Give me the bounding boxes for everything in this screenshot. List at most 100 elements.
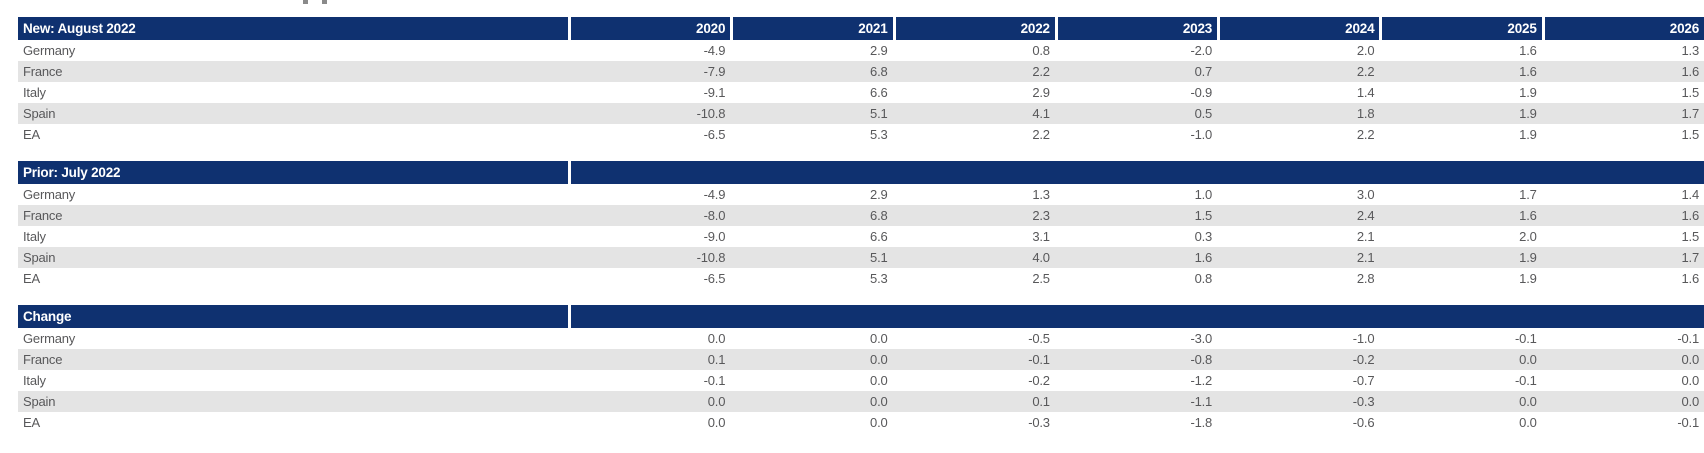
value-cell: 0.0 (567, 328, 731, 349)
value-cell: 0.0 (730, 328, 893, 349)
value-cell: 5.1 (730, 247, 893, 268)
value-cell: 1.7 (1541, 103, 1704, 124)
value-cell: -8.0 (567, 205, 731, 226)
spacer-cell (18, 145, 1704, 161)
value-cell: 4.0 (892, 247, 1055, 268)
country-label: Germany (18, 184, 568, 205)
country-label: Spain (18, 103, 568, 124)
country-label: Spain (18, 247, 568, 268)
country-label: Germany (18, 328, 568, 349)
value-cell: -1.8 (1054, 412, 1218, 433)
value-cell: 6.8 (730, 205, 893, 226)
table-row: France -7.9 6.8 2.2 0.7 2.2 1.6 1.6 (18, 61, 1704, 82)
value-cell: -9.1 (567, 82, 731, 103)
value-cell: 1.4 (1541, 184, 1704, 205)
value-cell: -0.1 (567, 370, 731, 391)
country-label: France (18, 61, 568, 82)
value-cell: 2.2 (892, 124, 1055, 145)
value-cell: 6.8 (730, 61, 893, 82)
value-cell: 0.0 (730, 349, 893, 370)
section-header-label: Prior: July 2022 (18, 161, 568, 184)
country-label: Spain (18, 391, 568, 412)
value-cell: 1.4 (1217, 82, 1380, 103)
year-header-2025: 2025 (1379, 17, 1542, 40)
value-cell: -1.0 (1054, 124, 1218, 145)
table-row: Italy -0.1 0.0 -0.2 -1.2 -0.7 -0.1 0.0 (18, 370, 1704, 391)
value-cell: 0.0 (730, 391, 893, 412)
value-cell: 2.1 (1217, 226, 1380, 247)
year-header-2021: 2021 (730, 17, 893, 40)
country-label: France (18, 205, 568, 226)
table-row: Italy -9.1 6.6 2.9 -0.9 1.4 1.9 1.5 (18, 82, 1704, 103)
value-cell: 1.5 (1541, 226, 1704, 247)
year-header-2026: 2026 (1541, 17, 1704, 40)
value-cell: -0.1 (1379, 328, 1542, 349)
spacer-cell (18, 289, 1704, 305)
value-cell: 0.5 (1054, 103, 1218, 124)
value-cell: 0.0 (1541, 349, 1704, 370)
section-header-new: New: August 2022 (18, 17, 568, 40)
value-cell: -0.3 (892, 412, 1055, 433)
value-cell: -0.1 (1541, 412, 1704, 433)
country-label: EA (18, 412, 568, 433)
value-cell: 0.1 (892, 391, 1055, 412)
value-cell: 2.9 (730, 184, 893, 205)
forecast-table: New: August 2022 2020 2021 2022 2023 202… (18, 17, 1704, 433)
table-row: Germany 0.0 0.0 -0.5 -3.0 -1.0 -0.1 -0.1 (18, 328, 1704, 349)
value-cell: 4.1 (892, 103, 1055, 124)
value-cell: 0.0 (567, 412, 731, 433)
value-cell: 1.6 (1541, 205, 1704, 226)
value-cell: 0.0 (567, 391, 731, 412)
value-cell: 0.0 (1541, 370, 1704, 391)
clipped-title-remnant (303, 0, 308, 4)
value-cell: -0.5 (892, 328, 1055, 349)
table-row: EA 0.0 0.0 -0.3 -1.8 -0.6 0.0 -0.1 (18, 412, 1704, 433)
value-cell: 1.9 (1379, 247, 1542, 268)
value-cell: -0.1 (1379, 370, 1542, 391)
year-header-row: New: August 2022 2020 2021 2022 2023 202… (18, 17, 1704, 40)
value-cell: 2.8 (1217, 268, 1380, 289)
value-cell: 1.8 (1217, 103, 1380, 124)
value-cell: 0.0 (1541, 391, 1704, 412)
year-header-2024: 2024 (1217, 17, 1380, 40)
section-spacer (18, 145, 1704, 161)
value-cell: -0.6 (1217, 412, 1380, 433)
value-cell: -6.5 (567, 268, 731, 289)
country-label: Italy (18, 226, 568, 247)
country-label: Italy (18, 82, 568, 103)
value-cell: 0.3 (1054, 226, 1218, 247)
value-cell: 2.1 (1217, 247, 1380, 268)
value-cell: 2.2 (1217, 61, 1380, 82)
country-label: Italy (18, 370, 568, 391)
value-cell: -7.9 (567, 61, 731, 82)
value-cell: -1.1 (1054, 391, 1218, 412)
value-cell: 0.0 (1379, 412, 1542, 433)
clipped-title-remnant (322, 0, 327, 4)
table-row: Spain -10.8 5.1 4.1 0.5 1.8 1.9 1.7 (18, 103, 1704, 124)
table-row: France 0.1 0.0 -0.1 -0.8 -0.2 0.0 0.0 (18, 349, 1704, 370)
value-cell: -4.9 (567, 40, 731, 61)
value-cell: -10.8 (567, 247, 731, 268)
year-header-2023: 2023 (1054, 17, 1218, 40)
value-cell: -0.9 (1054, 82, 1218, 103)
value-cell: 0.0 (730, 370, 893, 391)
value-cell: 0.8 (892, 40, 1055, 61)
value-cell: 2.4 (1217, 205, 1380, 226)
value-cell: 1.6 (1541, 61, 1704, 82)
value-cell: 1.5 (1541, 124, 1704, 145)
table-row: EA -6.5 5.3 2.5 0.8 2.8 1.9 1.6 (18, 268, 1704, 289)
value-cell: 1.3 (1541, 40, 1704, 61)
value-cell: 5.1 (730, 103, 893, 124)
value-cell: -1.0 (1217, 328, 1380, 349)
section-header-row: Change (18, 305, 1704, 328)
value-cell: 2.5 (892, 268, 1055, 289)
value-cell: 0.0 (1379, 391, 1542, 412)
value-cell: 2.2 (1217, 124, 1380, 145)
value-cell: 1.5 (1054, 205, 1218, 226)
value-cell: 1.6 (1541, 268, 1704, 289)
value-cell: -0.1 (892, 349, 1055, 370)
table-row: Germany -4.9 2.9 0.8 -2.0 2.0 1.6 1.3 (18, 40, 1704, 61)
value-cell: 0.7 (1054, 61, 1218, 82)
value-cell: 5.3 (730, 268, 893, 289)
